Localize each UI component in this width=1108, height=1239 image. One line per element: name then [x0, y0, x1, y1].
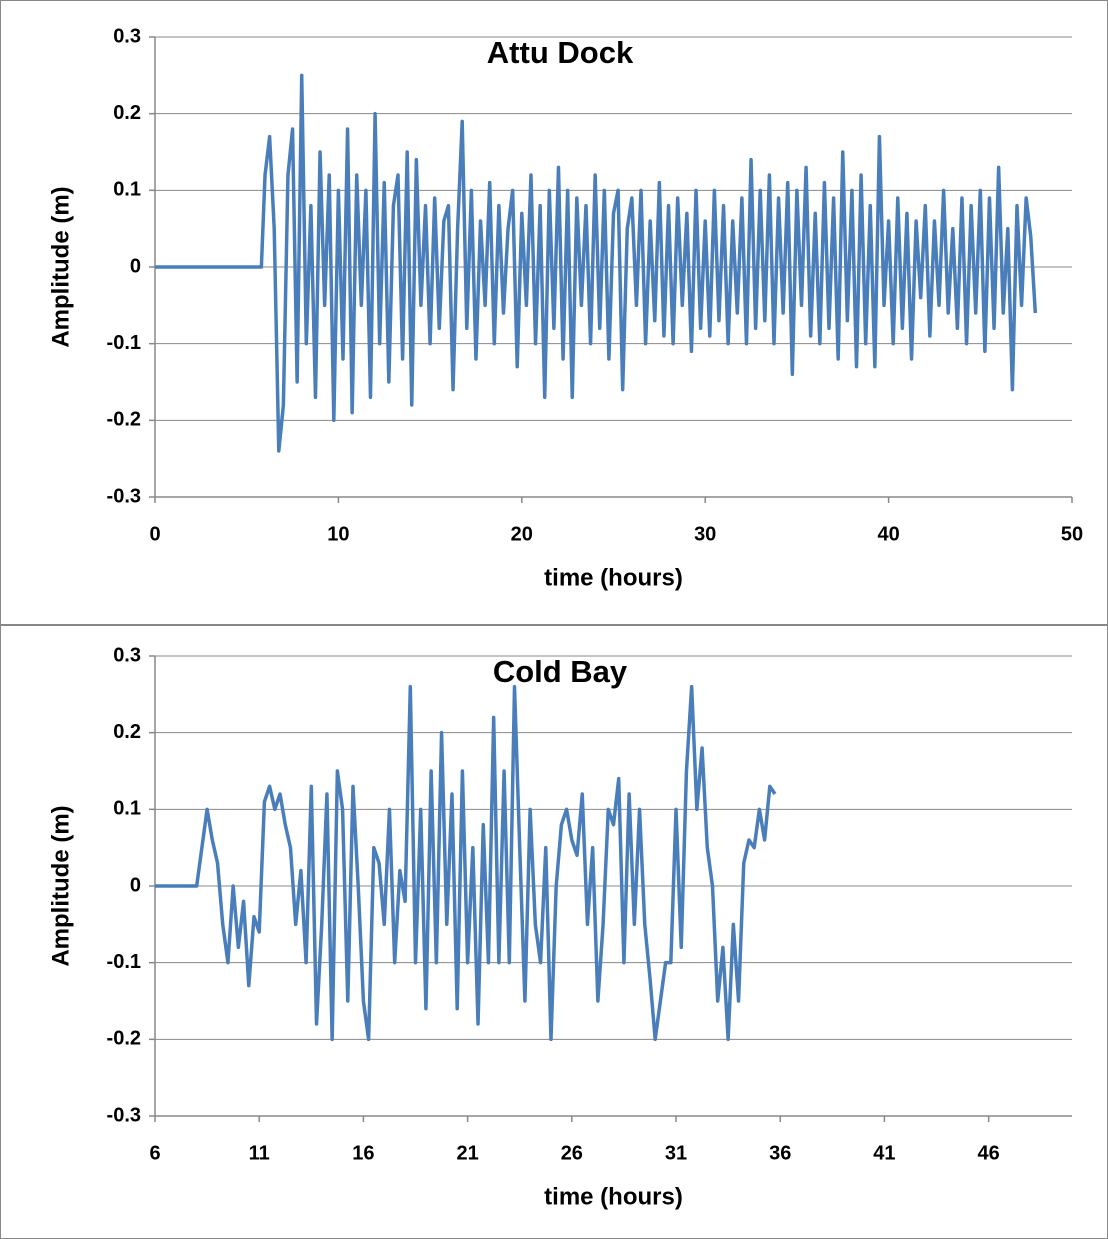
x-tick-label: 10 [327, 523, 349, 545]
y-tick-label: -0.3 [107, 485, 141, 507]
x-tick-label: 20 [511, 523, 533, 545]
chart-title: Attu Dock [487, 35, 634, 70]
x-tick-label: 6 [149, 1142, 160, 1164]
y-tick-label: 0 [130, 255, 141, 277]
x-tick-label: 26 [561, 1142, 583, 1164]
x-tick-label: 40 [877, 523, 899, 545]
x-tick-label: 36 [769, 1142, 791, 1164]
x-tick-label: 30 [694, 523, 716, 545]
data-line [155, 684, 777, 1042]
y-tick-label: 0 [130, 874, 141, 896]
x-tick-label: 16 [352, 1142, 374, 1164]
x-tick-label: 21 [456, 1142, 478, 1164]
x-tick-label: 0 [149, 523, 160, 545]
y-tick-label: -0.2 [107, 409, 141, 431]
y-tick-label: 0.1 [113, 179, 141, 201]
y-axis-title: Amplitude (m) [47, 186, 74, 347]
data-line [155, 73, 1038, 453]
y-tick-label: -0.3 [107, 1104, 141, 1126]
y-tick-label: -0.2 [107, 1028, 141, 1050]
x-tick-label: 11 [249, 1142, 270, 1164]
y-tick-label: -0.1 [107, 951, 141, 973]
chart-title: Cold Bay [493, 654, 628, 689]
x-tick-label: 41 [873, 1142, 895, 1164]
y-tick-label: -0.1 [107, 332, 141, 354]
y-tick-label: 0.1 [113, 798, 141, 820]
y-tick-label: 0.3 [113, 644, 141, 666]
x-axis-title: time (hours) [544, 1183, 683, 1210]
x-tick-label: 31 [665, 1142, 687, 1164]
x-tick-label: 50 [1061, 523, 1083, 545]
x-tick-label: 46 [978, 1142, 1000, 1164]
y-tick-label: 0.3 [113, 25, 141, 47]
y-tick-label: 0.2 [113, 721, 141, 743]
x-axis-title: time (hours) [544, 564, 683, 591]
y-tick-label: 0.2 [113, 102, 141, 124]
y-axis-title: Amplitude (m) [47, 805, 74, 966]
